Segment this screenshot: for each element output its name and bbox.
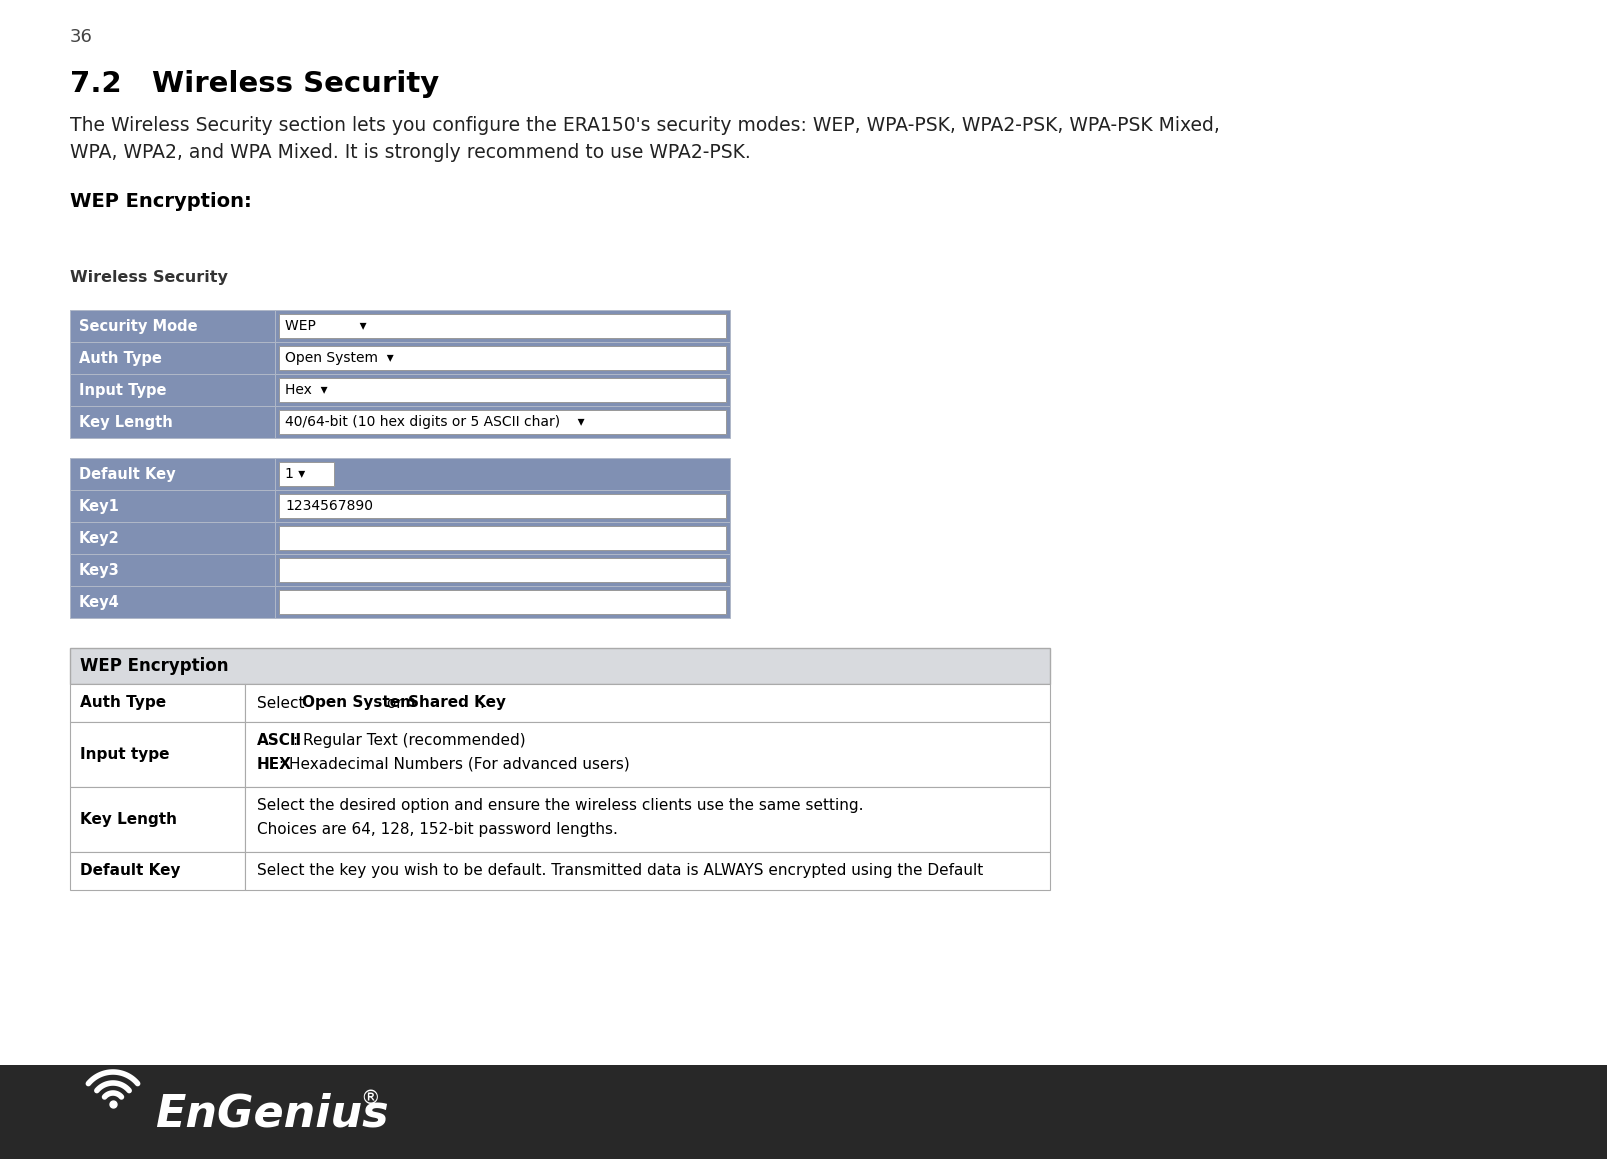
Bar <box>275 586 730 618</box>
Text: Input Type: Input Type <box>79 382 167 398</box>
Text: WPA, WPA2, and WPA Mixed. It is strongly recommend to use WPA2-PSK.: WPA, WPA2, and WPA Mixed. It is strongly… <box>71 143 750 162</box>
Text: Open System: Open System <box>302 695 416 710</box>
Text: Default Key: Default Key <box>80 863 180 879</box>
Bar <box>71 722 244 787</box>
Text: Select: Select <box>257 695 310 710</box>
Text: 36: 36 <box>71 28 93 46</box>
Bar <box>280 347 726 370</box>
Text: ASCII: ASCII <box>257 732 302 748</box>
Bar <box>280 590 726 614</box>
Text: Open System  ▾: Open System ▾ <box>284 351 394 365</box>
Bar <box>275 458 730 490</box>
Text: 40/64-bit (10 hex digits or 5 ASCII char)    ▾: 40/64-bit (10 hex digits or 5 ASCII char… <box>284 415 585 429</box>
Text: .: . <box>480 695 485 710</box>
Text: Select the key you wish to be default. Transmitted data is ALWAYS encrypted usin: Select the key you wish to be default. T… <box>257 863 983 879</box>
Bar <box>275 406 730 438</box>
Text: : Regular Text (recommended): : Regular Text (recommended) <box>292 732 525 748</box>
Text: Default Key: Default Key <box>79 467 175 481</box>
Text: Auth Type: Auth Type <box>79 350 162 365</box>
Bar <box>275 554 730 586</box>
Text: Key Length: Key Length <box>80 812 177 828</box>
Text: Key Length: Key Length <box>79 415 172 430</box>
Bar <box>244 722 1049 787</box>
Text: EnGenius: EnGenius <box>154 1093 389 1136</box>
Bar <box>71 684 244 722</box>
Bar <box>71 374 275 406</box>
Text: 1 ▾: 1 ▾ <box>284 467 305 481</box>
Bar <box>280 526 726 551</box>
Text: Hex  ▾: Hex ▾ <box>284 382 328 398</box>
Text: Key1: Key1 <box>79 498 121 513</box>
Bar <box>71 342 275 374</box>
Bar <box>0 1065 1607 1159</box>
Text: Security Mode: Security Mode <box>79 319 198 334</box>
Text: or: or <box>382 695 407 710</box>
Text: WEP Encryption:: WEP Encryption: <box>71 192 252 211</box>
Bar <box>280 378 726 402</box>
Bar <box>275 522 730 554</box>
Bar <box>71 554 275 586</box>
Text: 1234567890: 1234567890 <box>284 500 373 513</box>
Text: Select the desired option and ensure the wireless clients use the same setting.: Select the desired option and ensure the… <box>257 797 863 812</box>
Bar <box>71 586 275 618</box>
Text: ®: ® <box>360 1088 379 1108</box>
Bar <box>244 684 1049 722</box>
Bar <box>71 458 275 490</box>
Bar <box>71 648 1049 684</box>
Bar <box>280 314 726 338</box>
Bar <box>275 374 730 406</box>
Text: Key4: Key4 <box>79 595 121 610</box>
Text: : Hexadecimal Numbers (For advanced users): : Hexadecimal Numbers (For advanced user… <box>278 757 630 772</box>
Text: Choices are 64, 128, 152-bit password lengths.: Choices are 64, 128, 152-bit password le… <box>257 822 617 837</box>
Text: 7.2   Wireless Security: 7.2 Wireless Security <box>71 70 439 99</box>
Bar <box>71 522 275 554</box>
Bar <box>71 309 275 342</box>
Bar <box>244 852 1049 890</box>
Text: Key3: Key3 <box>79 562 121 577</box>
Text: The Wireless Security section lets you configure the ERA150's security modes: WE: The Wireless Security section lets you c… <box>71 116 1220 134</box>
Bar <box>275 309 730 342</box>
Text: Auth Type: Auth Type <box>80 695 166 710</box>
Bar <box>71 852 244 890</box>
Bar <box>280 410 726 433</box>
Bar <box>71 406 275 438</box>
Bar <box>71 490 275 522</box>
Text: Input type: Input type <box>80 748 169 761</box>
Bar <box>280 557 726 582</box>
Text: Wireless Security: Wireless Security <box>71 270 228 285</box>
Bar <box>275 342 730 374</box>
Text: WEP          ▾: WEP ▾ <box>284 319 366 333</box>
Bar <box>275 490 730 522</box>
Bar <box>244 787 1049 852</box>
Bar <box>280 494 726 518</box>
Bar <box>71 787 244 852</box>
Text: Shared Key: Shared Key <box>408 695 506 710</box>
Bar <box>280 462 334 486</box>
Text: WEP Encryption: WEP Encryption <box>80 657 228 675</box>
Text: Key2: Key2 <box>79 531 121 546</box>
Text: HEX: HEX <box>257 757 292 772</box>
